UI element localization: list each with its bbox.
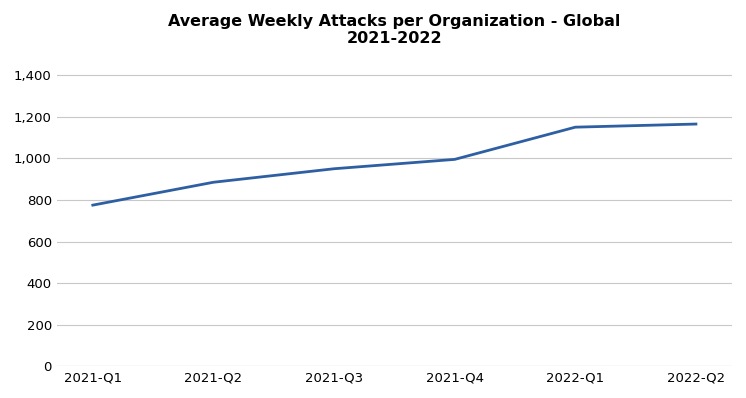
Title: Average Weekly Attacks per Organization - Global
2021-2022: Average Weekly Attacks per Organization … [168, 14, 621, 46]
